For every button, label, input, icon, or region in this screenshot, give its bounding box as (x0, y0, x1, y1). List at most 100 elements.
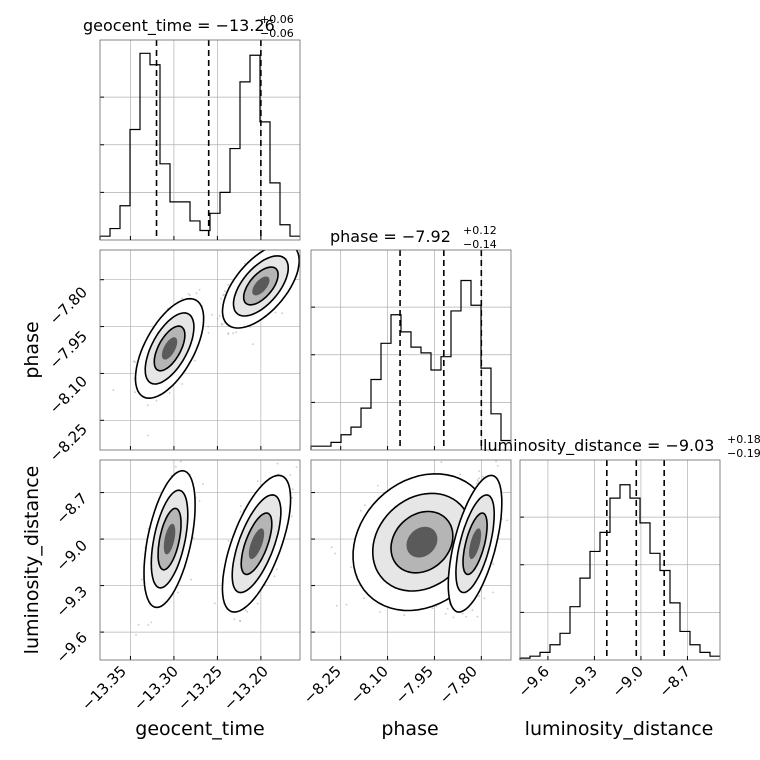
panel-border-phase (310, 249, 512, 451)
x-tick-phase-1: −8.10 (347, 662, 392, 707)
sample-point (496, 465, 499, 467)
sample-point (244, 609, 247, 612)
title-phase-lower: −0.14 (463, 238, 497, 251)
sample-point (180, 460, 182, 463)
sample-point (137, 624, 140, 626)
sample-point (216, 317, 219, 320)
sample-point (134, 361, 137, 363)
title-luminosity-distance: luminosity_distance = −9.03 (483, 436, 714, 456)
sample-point (273, 575, 276, 578)
sample-point (334, 552, 337, 555)
x-tick-geocent-3: −13.20 (220, 662, 272, 714)
sample-point (360, 509, 362, 512)
panel-border-geocent_time (99, 39, 301, 241)
sample-point (458, 454, 460, 456)
sample-point (233, 618, 236, 621)
panel-border-geocent_time_vs_luminosity_distance (99, 459, 301, 661)
x-tick-ld-2: −9.0 (609, 662, 647, 700)
y-axis-label-phase: phase (21, 321, 43, 378)
y-tick-phase-2: −7.95 (46, 327, 91, 372)
sample-point (198, 289, 201, 291)
sample-point (202, 483, 204, 485)
sample-point (193, 359, 196, 362)
sample-point (492, 563, 495, 566)
scatter-geocent_time_vs_luminosity_distance (135, 460, 298, 636)
sample-point (364, 504, 366, 507)
sample-point (220, 297, 222, 300)
sample-point (363, 597, 365, 599)
sample-point (239, 510, 242, 513)
sample-point (213, 602, 216, 605)
sample-point (181, 383, 184, 385)
sample-point (471, 609, 474, 611)
scatter-layer (112, 236, 509, 636)
hist-phase (310, 279, 511, 450)
sample-point (477, 480, 480, 483)
sample-point (134, 391, 136, 394)
sample-point (218, 315, 221, 317)
sample-point (198, 500, 201, 502)
sample-point (281, 312, 284, 315)
sample-point (135, 634, 137, 636)
x-tick-ld-1: −9.3 (563, 662, 601, 700)
contour-geocent_time_vs_luminosity_distance-0-3 (163, 523, 176, 555)
sample-point (246, 610, 249, 613)
sample-point (492, 591, 494, 594)
x-tick-geocent-2: −13.25 (174, 662, 226, 714)
y-axis-label-luminosity-distance: luminosity_distance (21, 466, 43, 655)
sample-point (377, 484, 379, 487)
panel-border-luminosity_distance (519, 459, 721, 661)
sample-point (478, 470, 480, 472)
sample-point (476, 482, 478, 485)
sample-point (223, 293, 225, 296)
sample-point (444, 613, 447, 615)
sample-point (181, 297, 183, 300)
x-tick-geocent-1: −13.30 (130, 662, 182, 714)
x-axis-label-phase: phase (381, 718, 438, 740)
sample-point (345, 603, 348, 606)
sample-point (431, 607, 434, 610)
sample-point (112, 389, 115, 391)
sample-point (211, 313, 213, 316)
x-axis-label-geocent-time: geocent_time (135, 718, 264, 740)
sample-point (275, 242, 277, 244)
scatter-geocent_time_vs_phase (112, 236, 309, 437)
sample-point (350, 566, 352, 568)
sample-point (207, 331, 210, 334)
sample-point (272, 247, 274, 249)
x-tick-geocent-0: −13.35 (78, 662, 130, 714)
panel-border-phase_vs_luminosity_distance (310, 459, 512, 661)
y-tick-ld-2: −9.0 (53, 536, 91, 574)
sample-point (256, 602, 259, 605)
x-axis-label-luminosity-distance: luminosity_distance (525, 718, 714, 740)
sample-point (446, 607, 449, 610)
sample-point (276, 462, 279, 465)
sample-point (306, 258, 308, 260)
sample-point (307, 236, 309, 238)
lines-layer (99, 39, 721, 661)
sample-point (452, 616, 455, 619)
sample-point (256, 480, 259, 482)
sample-point (224, 290, 227, 293)
sample-point (289, 474, 292, 476)
sample-point (239, 505, 242, 507)
sample-point (190, 578, 193, 581)
sample-point (227, 283, 229, 286)
panel-border-geocent_time_vs_phase (99, 249, 301, 451)
sample-point (175, 465, 177, 468)
sample-point (459, 473, 462, 476)
sample-point (239, 619, 241, 622)
sample-point (307, 256, 309, 258)
sample-point (249, 326, 252, 328)
title-luminosity-distance-upper: +0.18 (727, 433, 760, 446)
sample-point (235, 331, 238, 334)
sample-point (132, 360, 135, 363)
sample-point (403, 614, 406, 617)
x-tick-ld-0: −9.6 (515, 662, 553, 700)
sample-point (176, 591, 179, 594)
y-tick-ld-0: −9.6 (53, 628, 91, 666)
sample-point (146, 404, 149, 407)
sample-point (232, 332, 235, 335)
sample-point (221, 323, 224, 326)
